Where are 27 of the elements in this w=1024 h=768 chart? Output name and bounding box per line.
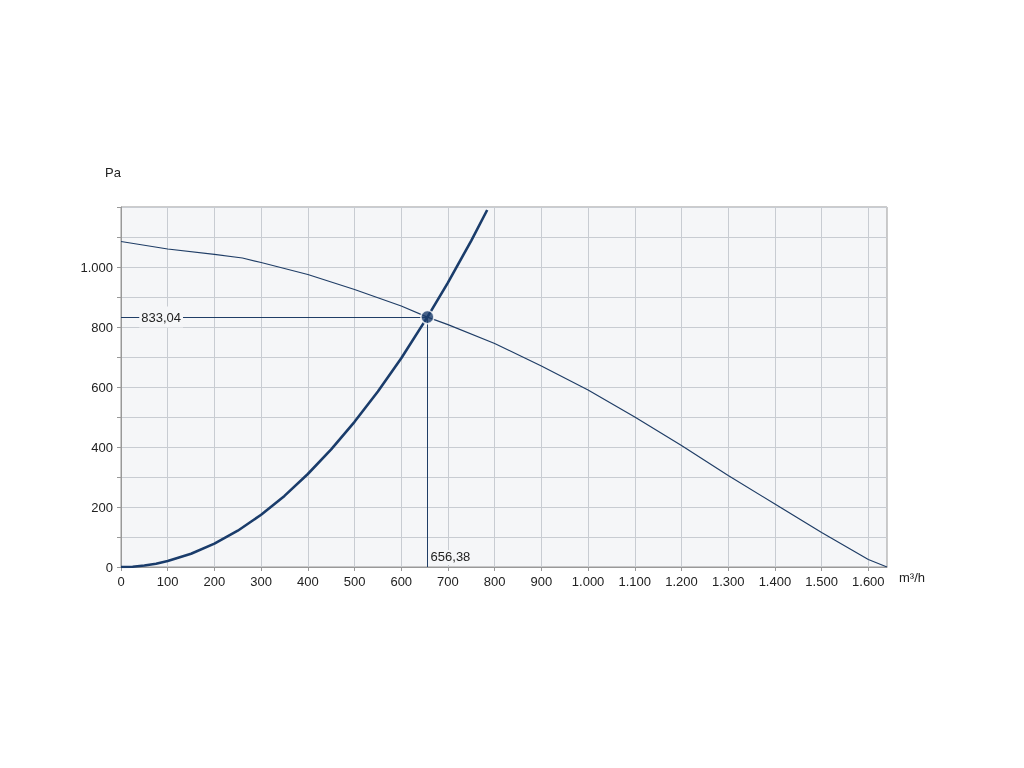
x-tick-label: 0 [117,574,125,589]
ref-line-label: 656,38 [430,549,471,564]
y-tick-label: 800 [91,319,113,335]
x-tick-label: 1.600 [852,574,885,589]
x-tick-label: 1.200 [665,574,698,589]
y-tick-label: 0 [105,559,113,575]
x-tick-label: 900 [530,574,553,589]
x-tick-label: 600 [390,574,413,589]
x-tick-label: 400 [296,574,319,589]
y-tick-label: 200 [91,499,113,515]
x-tick-label: 500 [343,574,366,589]
y-tick-label: 1.000 [80,259,113,275]
x-axis-title: m³/h [899,570,925,585]
x-tick-label: 800 [483,574,506,589]
x-tick-label: 700 [437,574,459,589]
x-tick-label: 1.400 [758,574,792,589]
y-tick-label: 400 [91,439,113,455]
y-axis-title: Pa [105,165,122,180]
y-tick-label: 600 [91,379,113,395]
x-tick-label: 1.000 [571,574,605,589]
x-tick-label: 200 [203,574,226,589]
x-tick-label: 1.100 [618,574,652,589]
ref-line-label: 833,04 [141,309,181,325]
x-tick-label: 1.300 [711,574,745,589]
x-tick-label: 1.500 [805,574,838,589]
x-tick-label: 100 [156,574,179,589]
x-tick-label: 300 [250,574,272,589]
